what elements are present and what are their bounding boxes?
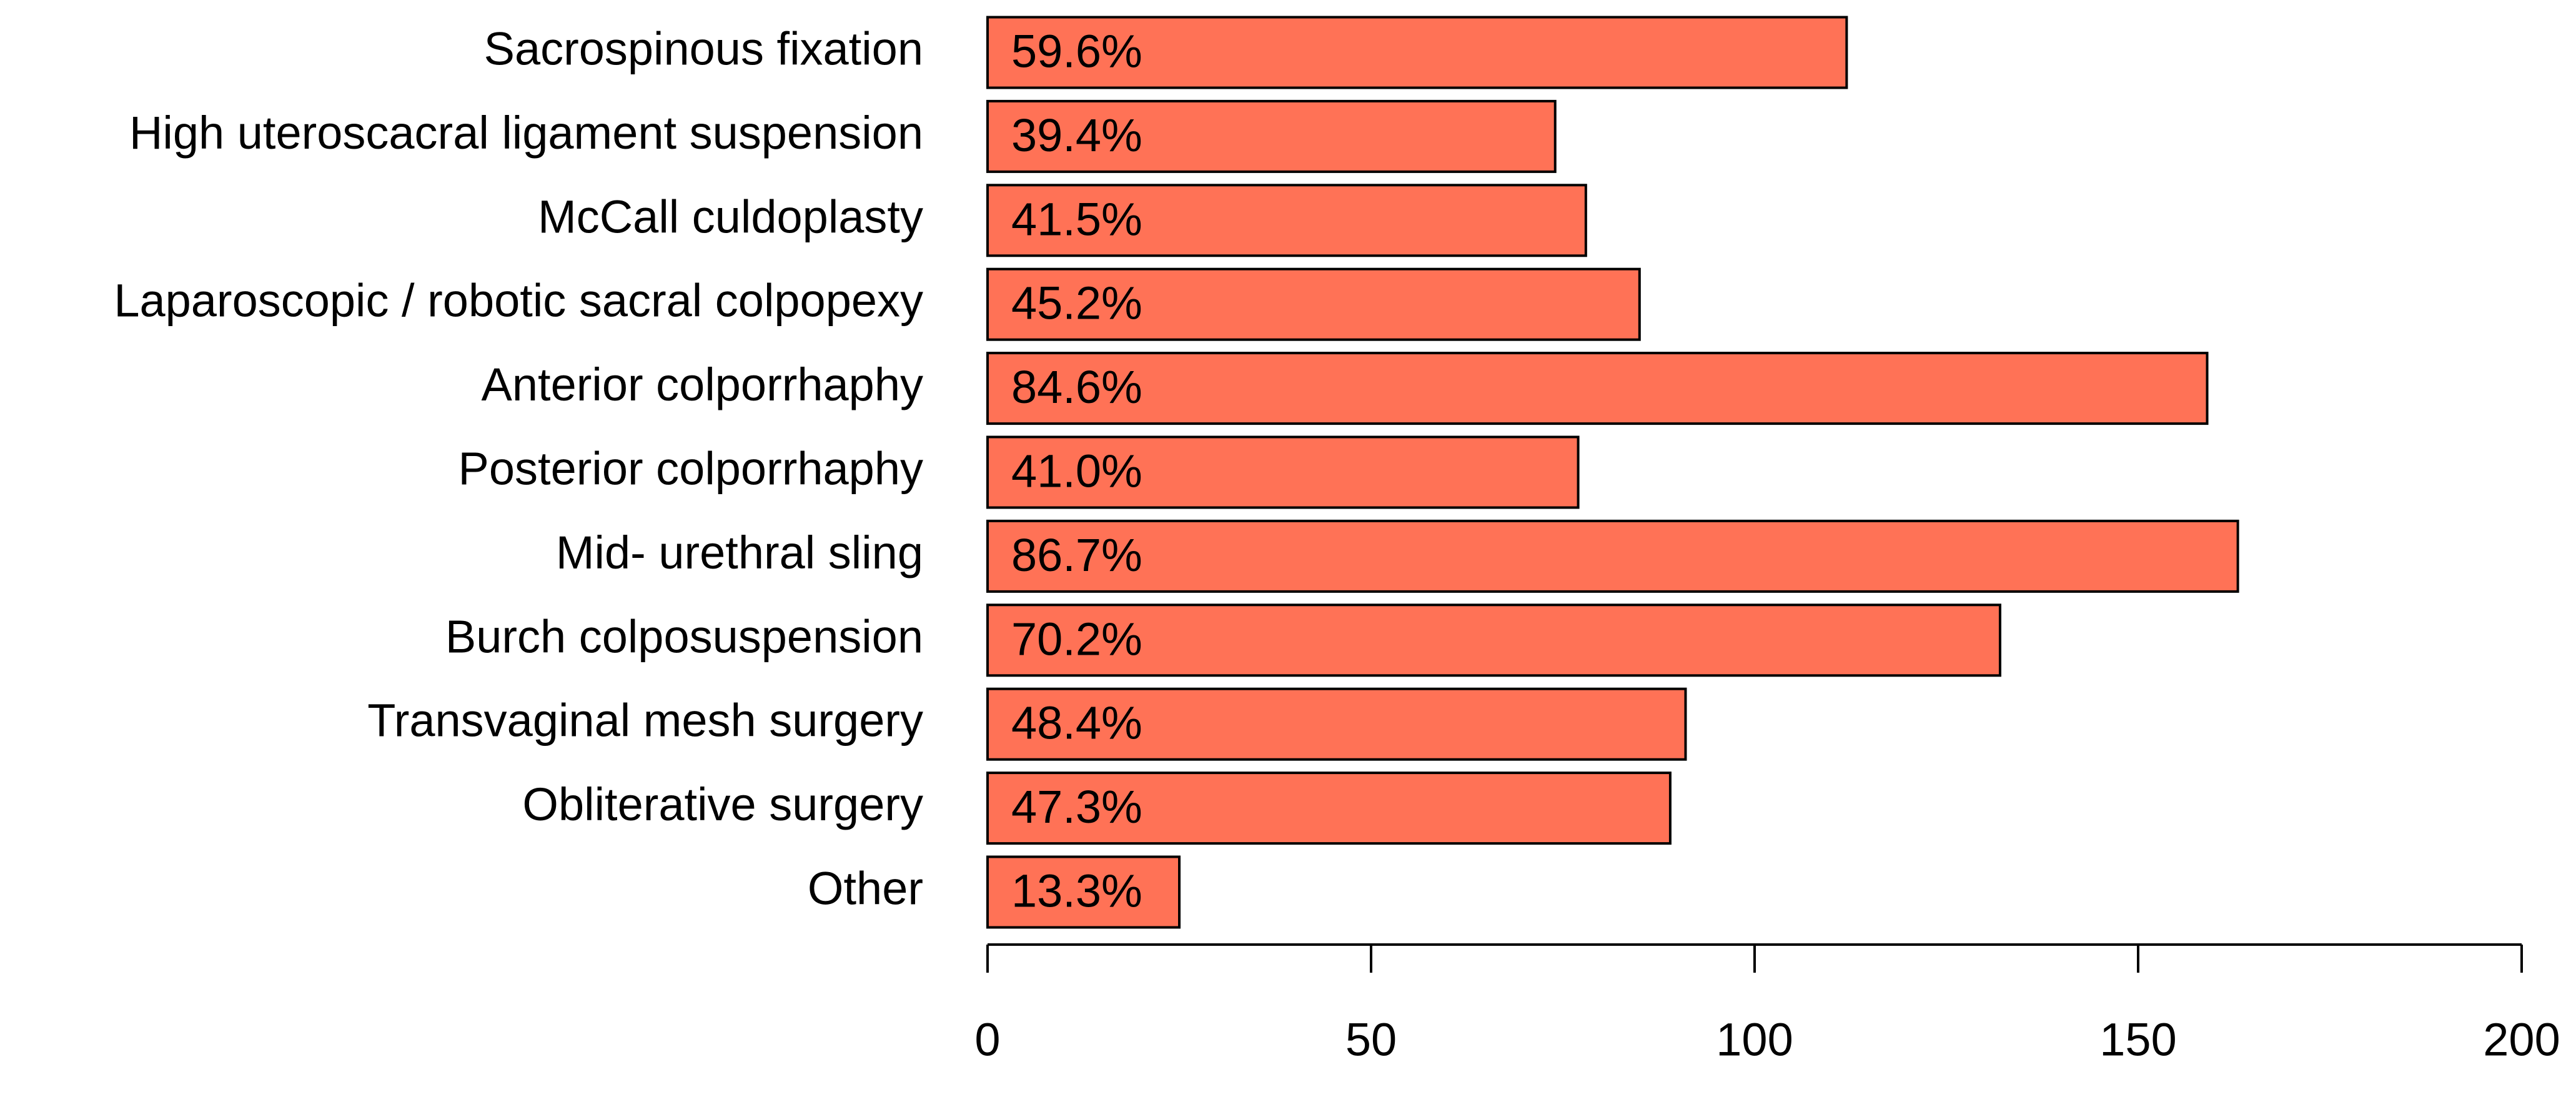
y-tick-label: Transvaginal mesh surgery bbox=[367, 695, 923, 747]
y-tick-label: Laparoscopic / robotic sacral colpopexy bbox=[114, 275, 923, 327]
y-tick-label: Mid- urethral sling bbox=[556, 527, 923, 578]
y-tick-label: Burch colposuspension bbox=[445, 610, 923, 662]
y-tick-label: High uteroscacral ligament suspension bbox=[129, 107, 923, 159]
y-tick-label: McCall culdoplasty bbox=[538, 191, 923, 242]
bar bbox=[986, 687, 1687, 761]
bar-label: 45.2% bbox=[1011, 277, 1142, 329]
bar bbox=[986, 855, 1181, 929]
bar bbox=[986, 435, 1580, 509]
x-tick-label: 200 bbox=[2483, 1014, 2560, 1066]
y-tick-label: Other bbox=[808, 863, 923, 915]
bar bbox=[986, 184, 1587, 257]
y-tick-label: Obliterative surgery bbox=[522, 778, 923, 830]
x-tick-label: 50 bbox=[1345, 1014, 1397, 1066]
bar bbox=[986, 603, 2001, 677]
bar-label: 48.4% bbox=[1011, 697, 1142, 749]
bar-label: 41.0% bbox=[1011, 445, 1142, 497]
bar bbox=[986, 519, 2239, 593]
bar-label: 47.3% bbox=[1011, 781, 1142, 833]
y-tick-label: Sacrospinous fixation bbox=[484, 23, 923, 75]
bar-label: 59.6% bbox=[1011, 26, 1142, 77]
bar-label: 39.4% bbox=[1011, 109, 1142, 161]
bar-label: 70.2% bbox=[1011, 613, 1142, 665]
bar-label: 86.7% bbox=[1011, 529, 1142, 581]
x-tick-label: 100 bbox=[1716, 1014, 1793, 1066]
bar-label: 84.6% bbox=[1011, 361, 1142, 413]
bar bbox=[986, 267, 1641, 341]
y-tick-label: Posterior colporrhaphy bbox=[458, 443, 923, 495]
bar-label: 41.5% bbox=[1011, 193, 1142, 245]
bar bbox=[986, 16, 1848, 89]
x-tick-label: 150 bbox=[2099, 1014, 2176, 1066]
bar bbox=[986, 99, 1557, 173]
y-tick-label: Anterior colporrhaphy bbox=[482, 359, 923, 410]
bar bbox=[986, 772, 1672, 845]
bar-label: 13.3% bbox=[1011, 865, 1142, 917]
bar bbox=[986, 352, 2209, 425]
x-tick-label: 0 bbox=[974, 1014, 1000, 1066]
